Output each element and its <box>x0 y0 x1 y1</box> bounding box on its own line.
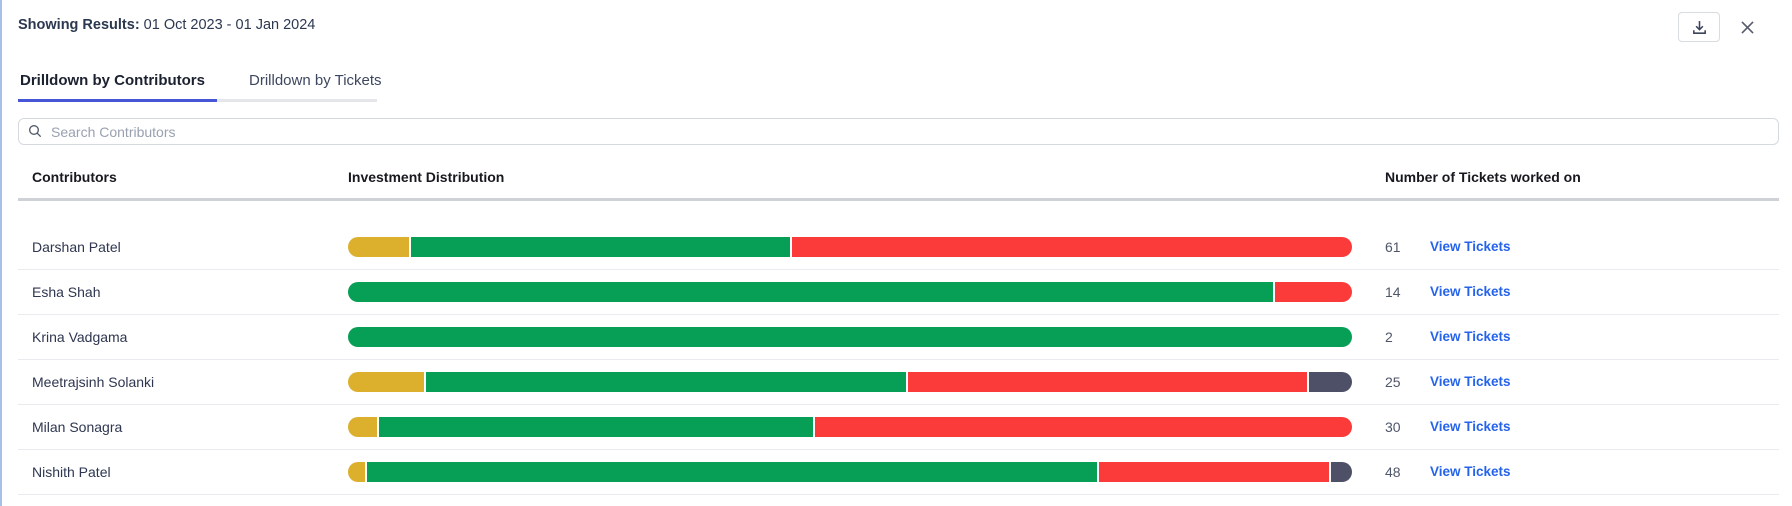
bar-segment-red <box>815 417 1352 437</box>
column-header-investment-distribution: Investment Distribution <box>348 168 505 185</box>
active-tab-indicator <box>18 99 217 102</box>
bar-segment-yellow <box>348 372 424 392</box>
view-tickets-link[interactable]: View Tickets <box>1430 284 1511 299</box>
search-input[interactable] <box>18 118 1779 145</box>
search-bar <box>18 118 1779 145</box>
close-button[interactable] <box>1738 18 1757 37</box>
investment-distribution-bar <box>348 462 1352 482</box>
table-body: Darshan Patel 61 View Tickets Esha Shah … <box>18 225 1779 495</box>
contributor-name: Meetrajsinh Solanki <box>32 374 155 390</box>
investment-distribution-bar <box>348 372 1352 392</box>
bar-segment-yellow <box>348 237 409 257</box>
table-row: Esha Shah 14 View Tickets <box>18 270 1779 315</box>
table-row: Milan Sonagra 30 View Tickets <box>18 405 1779 450</box>
bar-segment-slate <box>1331 462 1352 482</box>
table-row: Meetrajsinh Solanki 25 View Tickets <box>18 360 1779 405</box>
results-summary: Showing Results: 01 Oct 2023 - 01 Jan 202… <box>18 12 315 33</box>
bar-segment-green <box>348 282 1273 302</box>
download-icon <box>1691 19 1708 36</box>
contributor-name: Esha Shah <box>32 284 101 300</box>
table-row: Nishith Patel 48 View Tickets <box>18 450 1779 495</box>
tab-drilldown-by-contributors[interactable]: Drilldown by Contributors <box>20 72 205 89</box>
column-header-contributors: Contributors <box>32 168 117 185</box>
tab-bar: Drilldown by Contributors Drilldown by T… <box>18 68 1779 102</box>
column-header-number-of-tickets: Number of Tickets worked on <box>1385 168 1581 185</box>
bar-segment-red <box>907 372 1308 392</box>
investment-distribution-bar <box>348 282 1352 302</box>
tickets-count: 2 <box>1385 329 1393 345</box>
search-icon <box>27 123 43 144</box>
table-row: Krina Vadgama 2 View Tickets <box>18 315 1779 360</box>
bar-segment-yellow <box>348 462 365 482</box>
contributor-name: Nishith Patel <box>32 464 111 480</box>
topbar: Showing Results: 01 Oct 2023 - 01 Jan 202… <box>18 0 1779 48</box>
view-tickets-link[interactable]: View Tickets <box>1430 374 1511 389</box>
bar-segment-green <box>411 237 790 257</box>
bar-segment-green <box>379 417 813 437</box>
bar-segment-red <box>1274 282 1352 302</box>
download-button[interactable] <box>1678 12 1720 42</box>
close-icon <box>1738 18 1757 37</box>
view-tickets-link[interactable]: View Tickets <box>1430 419 1511 434</box>
bar-segment-red <box>792 237 1352 257</box>
tickets-count: 14 <box>1385 284 1401 300</box>
investment-distribution-bar <box>348 237 1352 257</box>
tickets-count: 48 <box>1385 464 1401 480</box>
contributor-name: Darshan Patel <box>32 239 121 255</box>
bar-segment-green <box>348 327 1352 347</box>
contributor-name: Milan Sonagra <box>32 419 123 435</box>
tab-drilldown-by-tickets[interactable]: Drilldown by Tickets <box>249 72 382 89</box>
results-date-range: 01 Oct 2023 - 01 Jan 2024 <box>143 17 316 33</box>
bar-segment-yellow <box>348 417 377 437</box>
bar-segment-green <box>425 372 906 392</box>
tickets-count: 25 <box>1385 374 1401 390</box>
investment-distribution-bar <box>348 327 1352 347</box>
table-header: Contributors Investment Distribution Num… <box>18 155 1779 201</box>
view-tickets-link[interactable]: View Tickets <box>1430 329 1511 344</box>
view-tickets-link[interactable]: View Tickets <box>1430 239 1511 254</box>
investment-distribution-bar <box>348 417 1352 437</box>
bar-segment-red <box>1098 462 1330 482</box>
tickets-count: 30 <box>1385 419 1401 435</box>
bar-segment-slate <box>1309 372 1352 392</box>
table-row: Darshan Patel 61 View Tickets <box>18 225 1779 270</box>
tickets-count: 61 <box>1385 239 1401 255</box>
contributor-name: Krina Vadgama <box>32 329 128 345</box>
results-summary-label: Showing Results: <box>18 17 140 33</box>
bar-segment-green <box>366 462 1097 482</box>
topbar-actions <box>1678 12 1779 42</box>
view-tickets-link[interactable]: View Tickets <box>1430 464 1511 479</box>
